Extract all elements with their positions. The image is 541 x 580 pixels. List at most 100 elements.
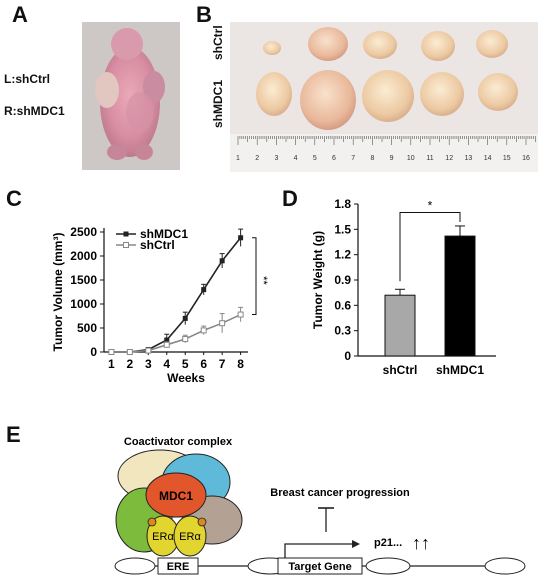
- chart-d-ylabel: Tumor Weight (g): [311, 231, 325, 329]
- ruler-number: 11: [426, 155, 433, 162]
- row-label-shmdc1: shMDC1: [211, 79, 225, 128]
- chart-d-ytick-label: 1.2: [334, 248, 351, 262]
- label-left-shctrl: L:shCtrl: [4, 72, 50, 86]
- chart-d-ytick-label: 0.3: [334, 324, 351, 338]
- chart-c-significance: **: [257, 276, 269, 285]
- chart-c-point-shCtrl: [163, 341, 170, 348]
- chart-d-sig-bracket: [399, 211, 461, 282]
- mdc1-label: MDC1: [159, 489, 193, 503]
- ruler-number: 16: [522, 155, 530, 162]
- chart-c-ytick-label: 2000: [70, 249, 97, 263]
- chart-c-point-shCtrl: [145, 347, 152, 354]
- nucleosome-4: [484, 557, 526, 575]
- chart-c-legend-label: shMDC1: [140, 227, 188, 241]
- chart-c-point-shCtrl: [108, 349, 115, 355]
- chart-c-point-shMDC1: [182, 315, 188, 321]
- coactivator-label: Coactivator complex: [124, 436, 233, 448]
- chart-c-point-shMDC1: [219, 258, 225, 264]
- chart-d-bar-shCtrl: [384, 294, 416, 357]
- ruler-number: 15: [503, 155, 511, 162]
- ruler-number: 4: [294, 155, 298, 162]
- chart-c-ytick-label: 500: [77, 321, 97, 335]
- chart-c-xtick-label: 3: [145, 357, 152, 371]
- chart-d-ytick-label: 0.9: [334, 273, 351, 287]
- row-label-shctrl: shCtrl: [211, 25, 225, 60]
- transcription-arrow-head: [352, 540, 360, 548]
- chart-c-xtick-label: 8: [237, 357, 244, 371]
- chart-d-significance: *: [428, 198, 433, 212]
- chart-c-point-shMDC1: [238, 235, 244, 241]
- panel-b-letter: B: [196, 2, 212, 27]
- era-left-label: ERα: [152, 531, 174, 543]
- chart-c-point-shCtrl: [237, 311, 244, 318]
- chart-d-bar-shMDC1: [444, 235, 476, 357]
- panel-c-letter: C: [6, 186, 22, 211]
- transcription-arrow: [284, 543, 352, 558]
- chart-c-point-shMDC1: [201, 287, 207, 293]
- mechanism-diagram: Coactivator complex MDC1 ERα ERα ERE Tar…: [114, 436, 526, 575]
- chart-c-xtick-label: 2: [127, 357, 134, 371]
- chart-d-ytick-label: 1.8: [334, 197, 351, 211]
- ruler-number: 10: [407, 155, 415, 162]
- ruler-number: 9: [390, 155, 394, 162]
- chart-c-point-shCtrl: [126, 349, 133, 355]
- mdc1-shape: [145, 472, 207, 518]
- chart-c-sig-bracket: [252, 237, 257, 316]
- ruler-number: 13: [465, 155, 473, 162]
- era-right-shape: [173, 515, 207, 557]
- ruler-number: 14: [484, 155, 492, 162]
- p21-label: p21...: [374, 537, 402, 549]
- chart-c-point-shCtrl: [182, 336, 189, 343]
- label-right-shmdc1: R:shMDC1: [4, 104, 65, 118]
- chart-c-ytick-label: 0: [90, 345, 97, 359]
- ruler-number: 3: [274, 155, 278, 162]
- panel-a-letter: A: [12, 2, 28, 27]
- tumor-weight-chart: 0 0.3 0.6 0.9 1.2 1.5 1.8 shCtrl shMDC1 Tumor W…: [311, 197, 496, 377]
- chart-c-legend-marker: [123, 231, 129, 237]
- nucleosome-1: [114, 557, 156, 575]
- chart-c-xtick-label: 5: [182, 357, 189, 371]
- chart-d-ytick-label: 0.6: [334, 298, 351, 312]
- chart-c-point-shCtrl: [200, 327, 207, 334]
- tumor-photo: 1 2 3 4 5 6 7 8 9 10 11 12 13 14 15 16: [230, 22, 538, 172]
- ligand-right-icon: [197, 517, 207, 527]
- chart-c-ytick-label: 2500: [70, 225, 97, 239]
- target-gene-box: [277, 557, 363, 575]
- ere-box: [157, 557, 199, 575]
- chart-d-category-label: shMDC1: [436, 363, 484, 377]
- progression-label: Breast cancer progression: [270, 487, 410, 499]
- chart-c-point-shMDC1: [164, 337, 170, 343]
- chart-c-point-shCtrl: [219, 320, 226, 327]
- chart-c-series-line-shMDC1: [111, 237, 242, 353]
- chart-c-xtick-label: 6: [200, 357, 207, 371]
- chart-c-legend-label: shCtrl: [140, 238, 175, 252]
- chart-c-series-line-shCtrl: [111, 313, 241, 353]
- chart-c-ytick-label: 1500: [70, 273, 97, 287]
- chart-c-xtick-label: 1: [108, 357, 115, 371]
- chart-c-xtick-label: 4: [163, 357, 170, 371]
- chart-d-ytick-label: 0: [344, 349, 351, 363]
- ruler-number: 1: [236, 155, 240, 162]
- chart-c-ytick-label: 1000: [70, 297, 97, 311]
- ligand-left-icon: [147, 517, 157, 527]
- chart-c-xtick-label: 7: [219, 357, 226, 371]
- chart-c-xlabel: Weeks: [167, 371, 205, 385]
- target-gene-label: Target Gene: [288, 561, 351, 573]
- chart-d-ytick-label: 1.5: [334, 222, 351, 236]
- chart-c-legend-marker: [123, 242, 129, 248]
- chart-c-ylabel: Tumor Volume (mm³): [51, 233, 65, 352]
- ruler-number: 6: [332, 155, 336, 162]
- nucleosome-3: [365, 557, 411, 575]
- ruler-number: 5: [313, 155, 317, 162]
- panel-d-letter: D: [282, 186, 298, 211]
- ruler-number: 12: [445, 155, 453, 162]
- mouse-photo: [82, 22, 180, 170]
- panel-e-letter: E: [6, 422, 21, 447]
- upregulation-arrows: ↑↑: [412, 533, 430, 553]
- ere-label: ERE: [167, 561, 190, 573]
- era-right-label: ERα: [179, 531, 201, 543]
- ruler-number: 2: [255, 155, 259, 162]
- ruler-number: 8: [370, 155, 374, 162]
- chart-d-category-label: shCtrl: [383, 363, 418, 377]
- ruler-number: 7: [351, 155, 355, 162]
